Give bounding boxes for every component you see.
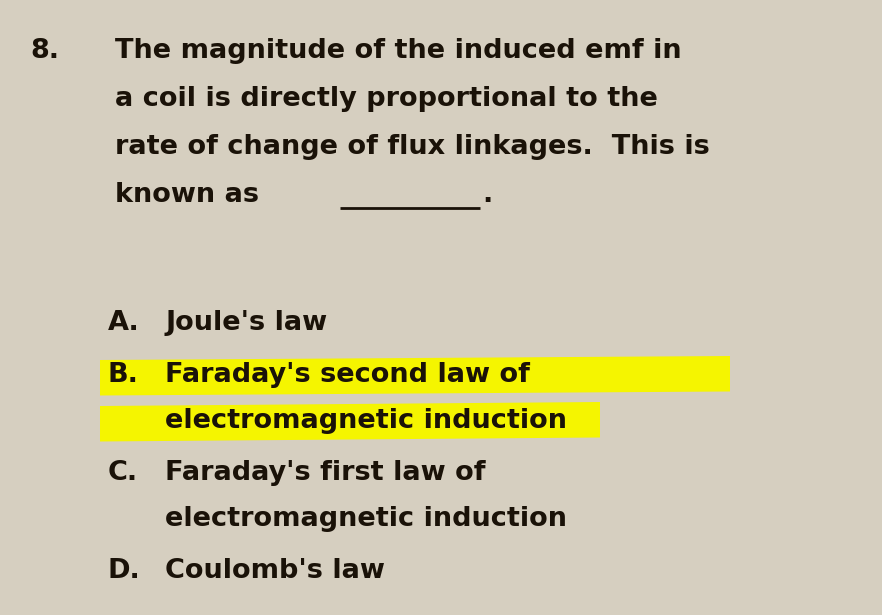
Text: D.: D.	[108, 558, 141, 584]
Text: a coil is directly proportional to the: a coil is directly proportional to the	[115, 86, 658, 112]
Text: .: .	[482, 182, 492, 208]
Text: electromagnetic induction: electromagnetic induction	[165, 408, 567, 434]
Text: Joule's law: Joule's law	[165, 310, 327, 336]
Text: The magnitude of the induced emf in: The magnitude of the induced emf in	[115, 38, 682, 64]
Text: A.: A.	[108, 310, 139, 336]
Text: B.: B.	[108, 362, 138, 388]
Polygon shape	[100, 402, 600, 442]
Text: Faraday's first law of: Faraday's first law of	[165, 460, 485, 486]
Text: Coulomb's law: Coulomb's law	[165, 558, 385, 584]
Text: 8.: 8.	[30, 38, 59, 64]
Text: known as: known as	[115, 182, 259, 208]
Polygon shape	[100, 356, 730, 395]
Text: C.: C.	[108, 460, 138, 486]
Text: rate of change of flux linkages.  This is: rate of change of flux linkages. This is	[115, 134, 710, 160]
Text: Faraday's second law of: Faraday's second law of	[165, 362, 530, 388]
Text: electromagnetic induction: electromagnetic induction	[165, 506, 567, 532]
